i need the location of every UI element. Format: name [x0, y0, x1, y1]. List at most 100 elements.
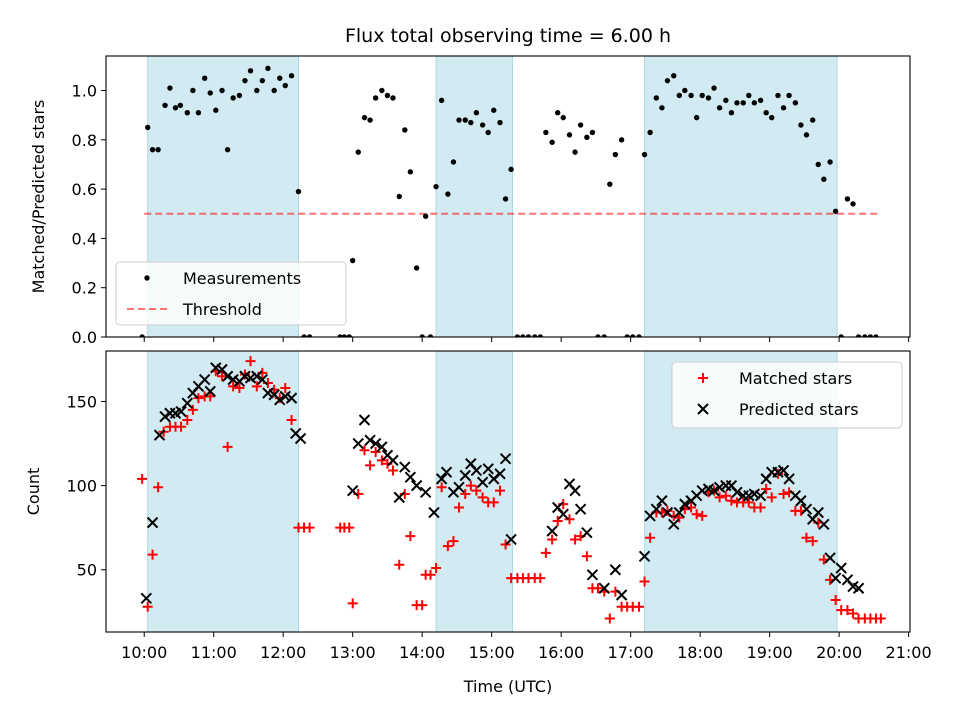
data-point — [454, 502, 465, 513]
data-point — [387, 465, 398, 476]
data-point — [459, 469, 471, 482]
data-point — [697, 510, 708, 521]
data-point — [139, 334, 145, 337]
data-point — [460, 489, 471, 500]
data-point — [407, 169, 414, 175]
data-point — [198, 373, 211, 386]
data-point — [829, 572, 842, 584]
data-point — [508, 166, 514, 173]
data-point — [664, 77, 671, 84]
data-point — [402, 127, 408, 133]
data-point — [645, 532, 656, 543]
x-tick-label: 19:00 — [747, 643, 793, 662]
data-point — [265, 65, 271, 72]
data-point — [525, 334, 532, 337]
data-point — [370, 446, 381, 457]
y-tick-label: 0.2 — [72, 279, 97, 298]
data-point — [716, 105, 723, 111]
data-point — [497, 119, 503, 126]
data-point — [352, 437, 364, 450]
data-point — [175, 405, 187, 418]
legend-label: Threshold — [182, 300, 262, 319]
data-point — [832, 208, 839, 214]
legend-box — [671, 361, 903, 429]
data-point — [731, 486, 743, 499]
data-point — [140, 592, 153, 605]
data-point — [801, 532, 812, 543]
data-point — [495, 485, 506, 496]
x-tick-label: 15:00 — [469, 643, 515, 662]
data-point — [552, 515, 563, 526]
x-tick-label: 10:00 — [121, 643, 167, 662]
data-point — [153, 482, 164, 493]
data-point — [830, 595, 841, 606]
data-point — [251, 370, 263, 382]
data-point — [285, 392, 298, 404]
bottom-panel-counts: 10:00 11:00 12:00 13:00 14:00 15:00 16:00 17:00… — [24, 350, 932, 662]
data-point — [271, 87, 277, 94]
axes-frame — [105, 350, 911, 633]
data-point — [734, 100, 740, 106]
data-point — [500, 539, 511, 550]
data-point — [177, 102, 184, 108]
data-point — [564, 514, 575, 525]
data-point — [848, 608, 859, 619]
data-point — [688, 92, 694, 99]
data-point — [592, 583, 603, 594]
data-point — [547, 534, 558, 545]
data-point — [405, 531, 416, 542]
data-point — [137, 473, 148, 484]
x-tick-label: 16:00 — [538, 643, 584, 662]
data-point — [172, 105, 179, 111]
x-tick-label: 21:00 — [886, 643, 932, 662]
data-point — [190, 87, 196, 94]
data-point — [217, 371, 228, 382]
data-point — [824, 552, 836, 564]
x-tick-label: 18:00 — [677, 643, 723, 662]
data-point — [468, 119, 474, 126]
data-point — [769, 114, 775, 121]
data-point — [181, 397, 194, 409]
top-panel-ratio: 0.0 0.2 0.4 0.6 0.8 1.0 Matched/Predicted star… — [29, 55, 911, 347]
data-point — [394, 559, 405, 570]
data-point — [546, 525, 558, 537]
data-point — [842, 605, 853, 616]
data-point — [792, 100, 799, 106]
data-point — [601, 334, 607, 337]
data-point — [445, 191, 451, 197]
x-tick-label: 11:00 — [191, 643, 237, 662]
data-point — [780, 105, 787, 111]
data-point — [195, 109, 202, 116]
data-point — [827, 159, 833, 165]
data-point — [535, 573, 546, 584]
axes-frame — [105, 55, 911, 338]
data-point — [844, 196, 851, 202]
data-point — [193, 393, 204, 404]
y-axis-label: Matched/Predicted stars — [29, 100, 48, 294]
data-point — [358, 414, 371, 426]
data-point — [818, 518, 830, 531]
data-point — [699, 92, 705, 99]
data-point — [485, 129, 491, 136]
x-tick-label: 13:00 — [330, 643, 376, 662]
data-point — [636, 334, 642, 337]
data-point — [662, 505, 673, 516]
y-axis-label: Count — [24, 468, 43, 516]
data-point — [396, 193, 402, 200]
data-point — [766, 492, 777, 503]
data-point — [855, 334, 862, 337]
data-point — [365, 460, 376, 471]
data-point — [549, 139, 555, 145]
data-point — [572, 149, 578, 155]
data-point — [641, 151, 648, 158]
data-point — [609, 564, 622, 576]
data-point — [433, 183, 439, 190]
data-point — [810, 117, 816, 123]
data-point — [755, 502, 766, 513]
y-tick-label: 0.0 — [72, 328, 97, 347]
data-point — [560, 114, 566, 121]
data-point — [647, 129, 653, 136]
data-point — [624, 334, 630, 337]
data-point — [247, 68, 254, 74]
